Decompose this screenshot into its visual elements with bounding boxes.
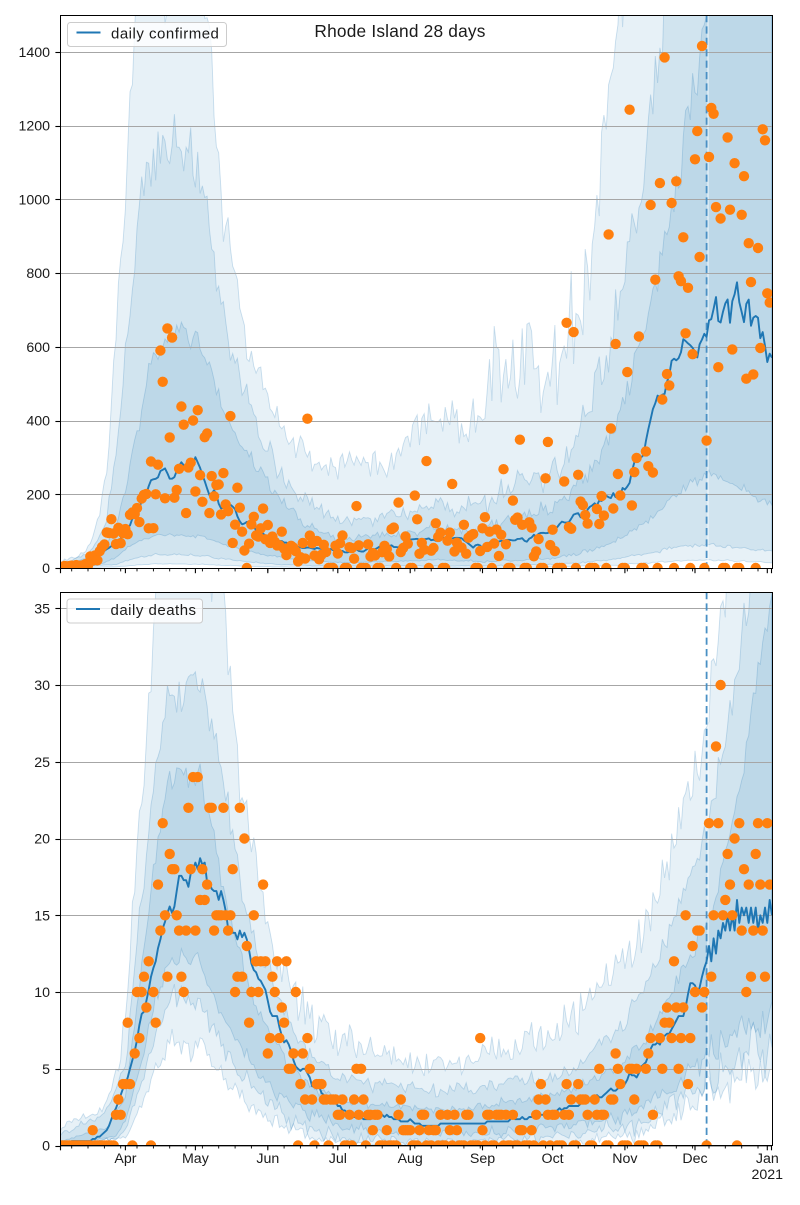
svg-text:1400: 1400 — [18, 45, 50, 61]
svg-text:5: 5 — [42, 1062, 50, 1078]
svg-text:Oct: Oct — [542, 1151, 564, 1167]
svg-text:600: 600 — [26, 340, 50, 356]
svg-text:200: 200 — [26, 487, 50, 503]
svg-text:Jul: Jul — [329, 1151, 347, 1167]
svg-text:daily deaths: daily deaths — [111, 602, 197, 619]
svg-text:15: 15 — [34, 908, 50, 924]
svg-text:800: 800 — [26, 266, 50, 282]
svg-text:10: 10 — [34, 985, 50, 1001]
svg-text:20: 20 — [34, 832, 50, 848]
svg-text:Jan: Jan — [756, 1151, 779, 1167]
svg-text:400: 400 — [26, 414, 50, 430]
svg-text:0: 0 — [42, 561, 50, 577]
svg-text:Sep: Sep — [470, 1151, 495, 1167]
svg-text:2021: 2021 — [752, 1167, 784, 1183]
svg-text:30: 30 — [34, 678, 50, 694]
svg-text:Apr: Apr — [114, 1151, 136, 1167]
svg-text:25: 25 — [34, 755, 50, 771]
svg-text:35: 35 — [34, 601, 50, 617]
svg-text:Rhode Island 28 days: Rhode Island 28 days — [314, 21, 485, 41]
svg-text:0: 0 — [42, 1139, 50, 1155]
svg-text:Aug: Aug — [398, 1151, 423, 1167]
svg-text:Nov: Nov — [612, 1151, 638, 1167]
svg-text:May: May — [182, 1151, 210, 1167]
svg-text:Dec: Dec — [682, 1151, 707, 1167]
svg-text:Jun: Jun — [256, 1151, 279, 1167]
svg-text:daily confirmed: daily confirmed — [111, 26, 219, 43]
svg-text:1000: 1000 — [18, 192, 50, 208]
svg-text:1200: 1200 — [18, 119, 50, 135]
